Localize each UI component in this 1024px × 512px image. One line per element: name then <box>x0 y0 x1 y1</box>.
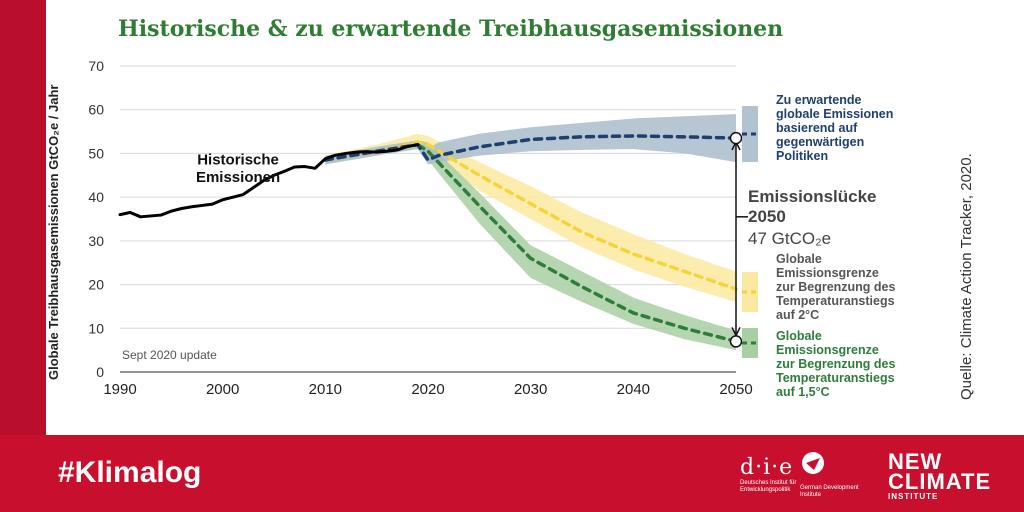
y-tick-label: 20 <box>88 277 104 293</box>
gap-title: Emissionslücke <box>748 187 877 206</box>
band-two-degree <box>325 133 736 303</box>
update-annotation: Sept 2020 update <box>122 348 217 362</box>
y-tick-label: 50 <box>88 145 104 161</box>
legend-swatch-two-degree <box>742 272 758 312</box>
y-tick-label: 70 <box>88 58 104 74</box>
left-decoration <box>0 0 46 435</box>
legend-label-one-five: auf 1,5°C <box>776 385 830 399</box>
band-one-five <box>417 140 736 351</box>
gdi-logo: German Development Institute <box>800 450 860 499</box>
legend-label-current-policy: gegenwärtigen <box>776 135 864 149</box>
y-tick-label: 0 <box>96 364 104 380</box>
legend-label-current-policy: Zu erwartende <box>776 93 861 107</box>
label-historical-line2: Emissionen <box>196 169 280 186</box>
x-tick-label: 2040 <box>617 381 650 398</box>
y-tick-label: 60 <box>88 102 104 118</box>
line-historical <box>118 143 420 219</box>
band-current-policy <box>325 114 736 165</box>
chart-title: Historische & zu erwartende Treibhausgas… <box>118 16 784 42</box>
gap-year: 2050 <box>748 207 786 226</box>
legend-label-two-degree: auf 2°C <box>776 308 819 322</box>
legend-label-two-degree: Emissionsgrenze <box>776 266 879 280</box>
newclimate-logo-line1: NEW <box>888 449 943 474</box>
gdi-emblem-icon <box>802 452 824 474</box>
legend-label-current-policy: basierend auf <box>776 121 858 135</box>
newclimate-logo-line3: INSTITUTE <box>888 492 939 501</box>
x-tick-label: 2020 <box>411 381 444 398</box>
die-logo-text: Deutsches Institut für Entwicklungspolit… <box>740 480 797 493</box>
legend-label-one-five: zur Begrenzung des <box>776 357 896 371</box>
legend-label-two-degree: Globale <box>776 252 822 266</box>
gap-marker-top <box>729 131 743 145</box>
hashtag-label: #Klimalog <box>58 456 202 489</box>
label-historical-line1: Historische <box>197 151 279 168</box>
newclimate-logo-line2: CLIMATE <box>888 469 992 494</box>
legend-label-two-degree: zur Begrenzung des <box>776 280 896 294</box>
die-logo-mark: d·i·e <box>740 455 794 480</box>
line-one-five <box>415 142 738 344</box>
legend-swatch-current-policy <box>742 106 758 162</box>
gap-marker-bottom <box>729 335 743 348</box>
y-tick-label: 30 <box>88 233 104 249</box>
legend-label-one-five: Globale <box>776 329 822 343</box>
legend-swatch-one-five <box>742 328 758 358</box>
x-tick-label: 1990 <box>103 381 136 398</box>
legend-label-two-degree: Temperaturanstiegs <box>776 294 895 308</box>
legend-label-current-policy: globale Emissionen <box>776 107 893 121</box>
y-tick-label: 40 <box>88 189 104 205</box>
x-tick-label: 2050 <box>719 381 752 398</box>
x-tick-label: 2000 <box>206 381 239 398</box>
legend-label-current-policy: Politiken <box>776 149 828 163</box>
x-tick-label: 2010 <box>309 381 342 398</box>
gdi-logo-text: German Development Institute <box>800 485 859 498</box>
x-tick-label: 2030 <box>514 381 547 398</box>
y-tick-label: 10 <box>88 320 104 336</box>
newclimate-logo: NEW CLIMATE INSTITUTE <box>888 449 992 502</box>
legend-label-one-five: Emissionsgrenze <box>776 343 879 357</box>
die-logo: d·i·e Deutsches Institut für Entwicklung… <box>740 455 800 494</box>
legend-label-one-five: Temperaturanstiegs <box>776 371 895 385</box>
gap-value: 47 GtCO₂e <box>748 229 831 248</box>
